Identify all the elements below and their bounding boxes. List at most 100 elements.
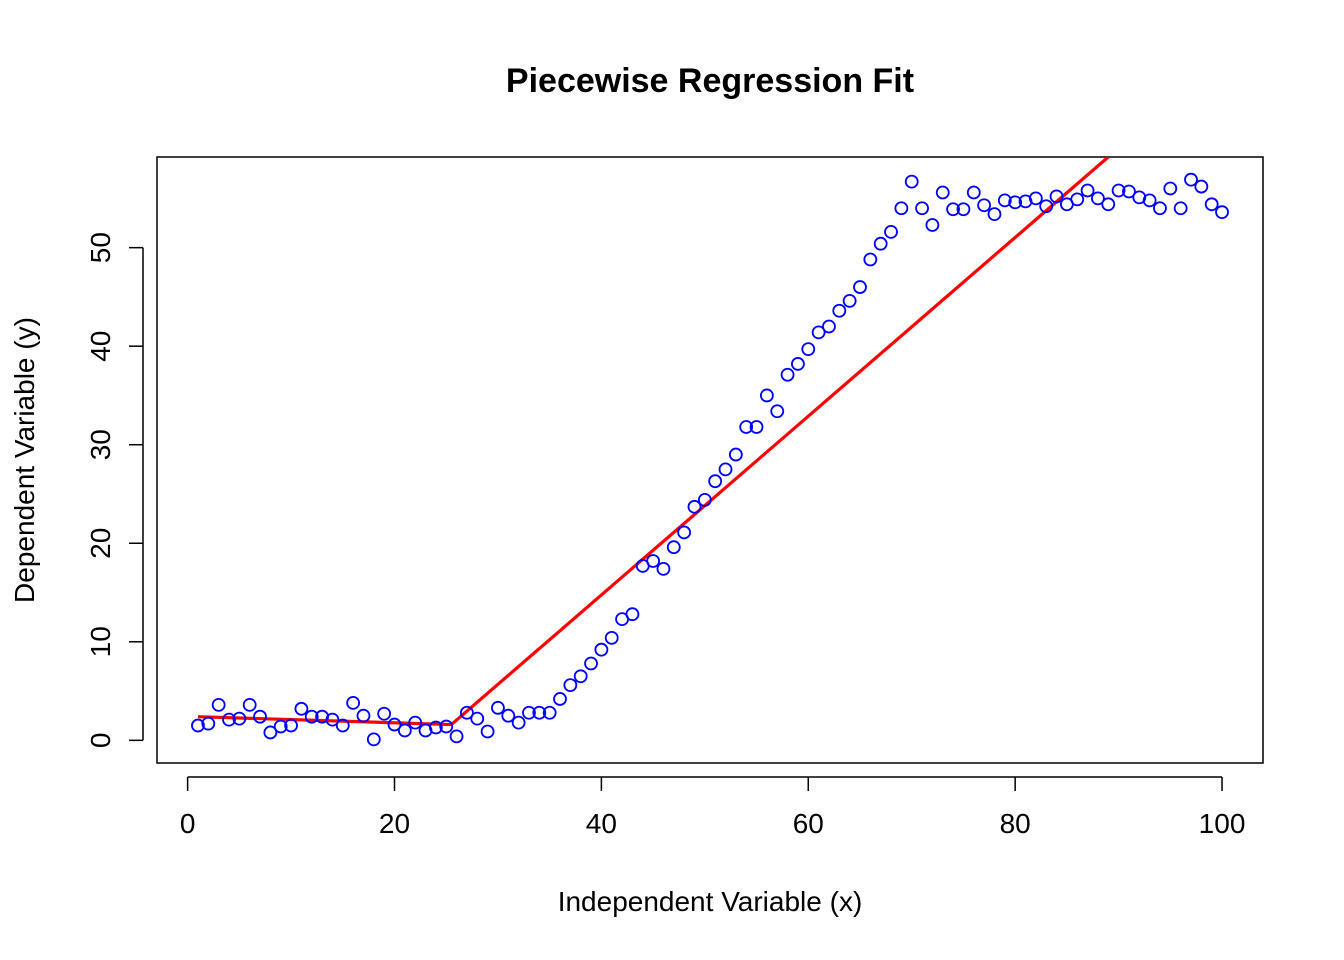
- fit-line: [197, 157, 1110, 727]
- data-point: [408, 715, 423, 730]
- data-point: [1153, 201, 1167, 216]
- data-point: [284, 718, 298, 733]
- data-point: [428, 720, 443, 735]
- data-point: [480, 724, 495, 739]
- chart-title: Piecewise Regression Fit: [506, 62, 914, 100]
- data-point: [304, 709, 319, 724]
- data-point: [397, 723, 412, 738]
- data-point: [853, 280, 867, 294]
- data-point: [656, 561, 671, 576]
- data-point: [759, 388, 774, 403]
- data-point: [594, 642, 609, 657]
- data-point: [666, 540, 681, 555]
- data-point: [377, 706, 392, 721]
- data-point: [625, 607, 640, 622]
- y-tick-label: 10: [85, 626, 116, 657]
- data-point: [935, 185, 950, 200]
- y-tick-label: 40: [85, 331, 116, 362]
- data-point: [325, 712, 340, 727]
- data-point: [801, 342, 816, 357]
- data-point: [263, 725, 278, 740]
- data-point: [522, 705, 536, 720]
- data-point: [553, 692, 567, 706]
- data-point: [749, 420, 764, 434]
- data-point: [925, 218, 940, 232]
- data-point: [822, 319, 836, 334]
- data-point: [273, 719, 288, 734]
- data-point: [811, 325, 826, 340]
- data-point: [1142, 193, 1157, 208]
- data-point: [997, 193, 1012, 208]
- data-point: [1039, 199, 1054, 214]
- plot-frame: [156, 156, 1264, 764]
- data-point: [201, 716, 216, 731]
- data-point: [1091, 191, 1105, 206]
- data-point: [222, 712, 236, 727]
- data-point: [294, 701, 309, 716]
- data-point: [646, 554, 661, 568]
- data-point: [356, 708, 371, 723]
- data-point: [542, 705, 557, 720]
- x-tick-label: 60: [793, 808, 824, 839]
- data-point: [511, 715, 526, 730]
- data-point: [573, 669, 588, 684]
- data-point: [966, 185, 981, 200]
- x-tick-label: 80: [1000, 808, 1031, 839]
- data-point: [387, 717, 402, 732]
- data-point: [1163, 181, 1178, 196]
- data-point: [1111, 183, 1126, 198]
- data-point: [449, 729, 464, 744]
- data-point: [584, 656, 598, 671]
- data-point: [987, 207, 1002, 222]
- data-point: [532, 705, 547, 720]
- data-point: [1184, 172, 1198, 187]
- y-tick-label: 50: [85, 232, 116, 263]
- data-point: [242, 697, 257, 712]
- data-point: [232, 711, 247, 726]
- data-point: [904, 174, 919, 189]
- data-point: [1204, 197, 1219, 212]
- fit-layer: [197, 157, 1110, 727]
- y-tick-label: 20: [85, 528, 116, 559]
- data-point: [604, 630, 619, 645]
- data-point: [491, 700, 505, 715]
- x-axis-label: Independent Variable (x): [558, 886, 863, 917]
- data-point: [1028, 191, 1043, 206]
- data-point: [1101, 197, 1116, 212]
- data-point: [697, 493, 712, 507]
- data-point: [894, 201, 909, 216]
- data-point: [470, 711, 485, 726]
- data-point: [366, 732, 381, 747]
- x-axis: 0 20 40 60 80 100: [180, 776, 1245, 839]
- data-point: [842, 293, 857, 308]
- data-point: [1070, 192, 1085, 207]
- x-tick-label: 40: [586, 808, 617, 839]
- data-point: [346, 695, 361, 710]
- x-tick-label: 0: [180, 808, 196, 839]
- data-point: [863, 252, 878, 267]
- x-tick-label: 20: [379, 808, 410, 839]
- data-point: [563, 678, 578, 693]
- y-axis-label: Dependent Variable (y): [9, 317, 40, 603]
- data-point: [791, 357, 805, 371]
- data-point: [832, 303, 847, 318]
- data-point: [977, 198, 992, 213]
- data-point: [884, 224, 898, 239]
- data-point: [687, 499, 702, 514]
- data-point: [946, 202, 960, 217]
- data-point: [1215, 205, 1229, 220]
- data-point: [739, 420, 754, 434]
- data-point: [191, 718, 205, 733]
- y-tick-label: 0: [85, 733, 116, 749]
- data-point: [211, 697, 226, 712]
- data-point: [1122, 184, 1136, 199]
- y-tick-label: 30: [85, 429, 116, 460]
- data-point: [1173, 201, 1188, 216]
- data-point: [460, 705, 474, 720]
- data-point: [253, 709, 267, 724]
- data-point: [1008, 195, 1023, 210]
- data-point: [873, 236, 888, 251]
- data-point: [956, 202, 971, 217]
- data-point: [677, 525, 692, 540]
- data-point: [708, 474, 723, 489]
